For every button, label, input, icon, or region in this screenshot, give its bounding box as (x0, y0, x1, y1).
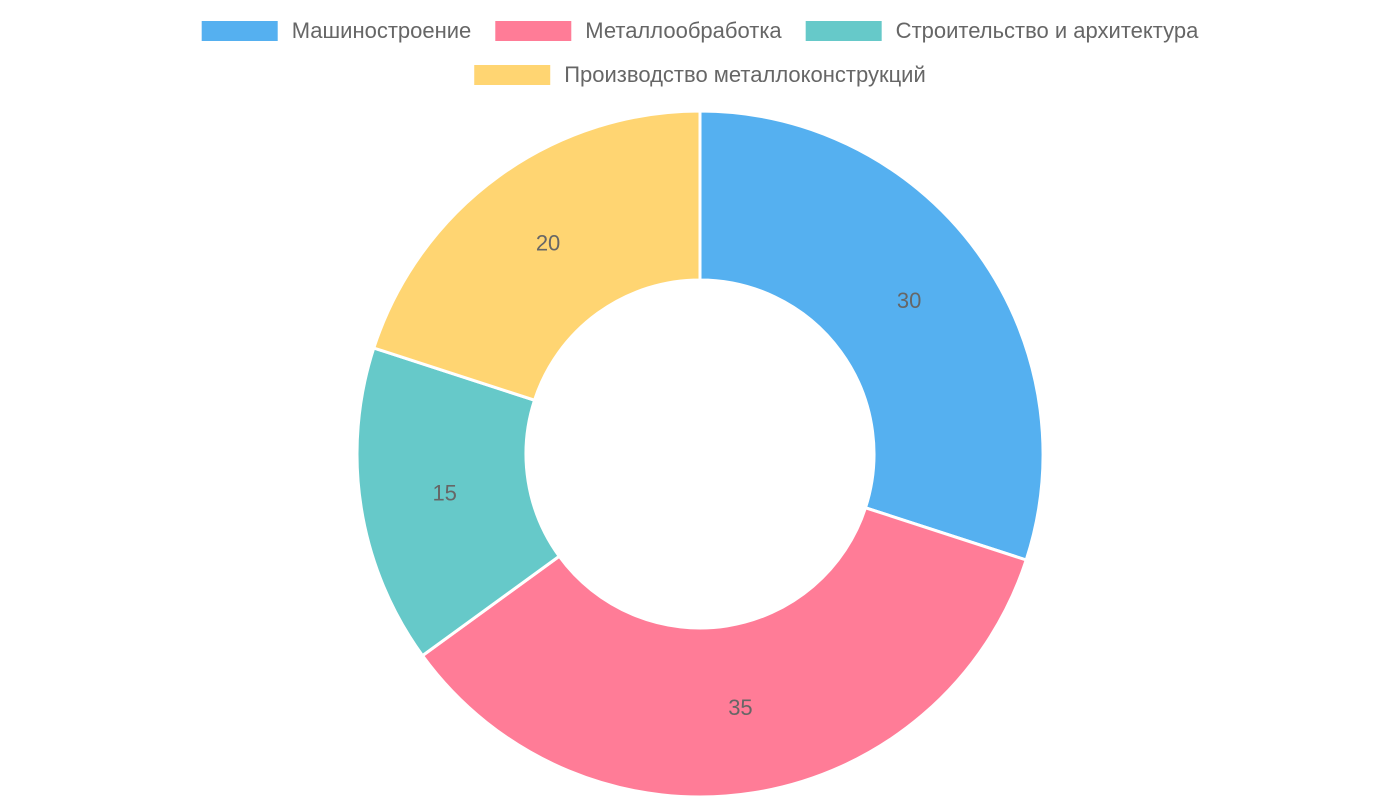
legend-swatch (805, 21, 882, 41)
value-label: 15 (432, 480, 456, 505)
legend-label: Машиностроение (292, 18, 472, 43)
legend-label: Производство металлоконструкций (564, 62, 926, 87)
value-label: 35 (728, 695, 752, 720)
slice (420, 505, 1029, 799)
value-label: 20 (536, 231, 560, 256)
legend-label: Строительство и архитектура (896, 18, 1199, 43)
legend-swatch (474, 65, 551, 85)
legend-item: Металлообработка (495, 18, 782, 43)
legend-item: Машиностроение (201, 18, 472, 43)
value-label: 30 (897, 288, 921, 313)
legend-swatch (201, 21, 278, 41)
legend-item: Строительство и архитектура (805, 18, 1199, 43)
legend-item: Производство металлоконструкций (474, 62, 926, 87)
slice (355, 346, 562, 658)
legend-swatch (495, 21, 572, 41)
slice (371, 109, 702, 403)
slice (698, 109, 1045, 562)
legend-label: Металлообработка (585, 18, 782, 43)
